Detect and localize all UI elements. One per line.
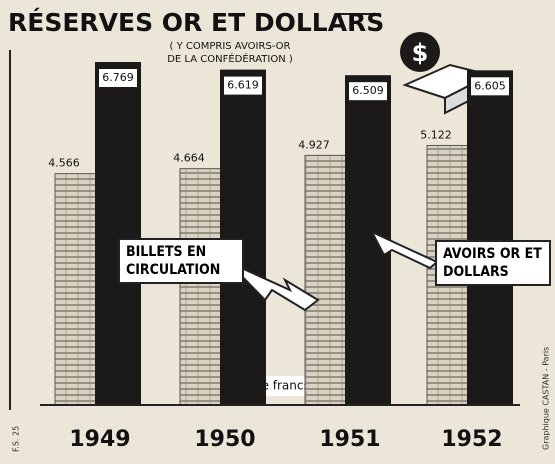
x-tick-label: 1950 [194,427,255,452]
chart: RÉSERVES OR ET DOLLARS ( Y COMPRIS AVOIR… [0,0,555,464]
bar [305,155,349,405]
bar [180,169,224,405]
chart-title: RÉSERVES OR ET DOLLARS [8,8,384,37]
x-tick-label: 1949 [69,427,130,452]
value-label: 6.605 [474,79,506,92]
legend-callout: AVOIRS OR ET DOLLARS [435,240,551,286]
annotation: F.S. 25 [12,426,21,452]
value-label: 6.509 [352,84,384,97]
bar [95,62,141,405]
value-label: 4.927 [298,138,330,151]
x-tick-label: 1952 [441,427,502,452]
bar [55,174,99,405]
x-tick-label: 1951 [319,427,380,452]
value-label: 6.769 [102,71,134,84]
page: RÉSERVES OR ET DOLLARS ( Y COMPRIS AVOIR… [0,0,555,464]
subtitle: ( Y COMPRIS AVOIRS-OR [170,41,291,52]
value-label: 4.566 [48,157,80,170]
value-label: 4.664 [173,152,205,165]
value-label: 6.619 [227,79,259,92]
svg-text:$: $ [412,39,429,67]
annotation: Graphique CASTAN - Paris [542,347,551,450]
legend-callout: BILLETS EN CIRCULATION [118,238,244,284]
subtitle: DE LA CONFÉDÉRATION ) [167,52,293,65]
bar [467,70,513,405]
value-label: 5.122 [420,128,452,141]
